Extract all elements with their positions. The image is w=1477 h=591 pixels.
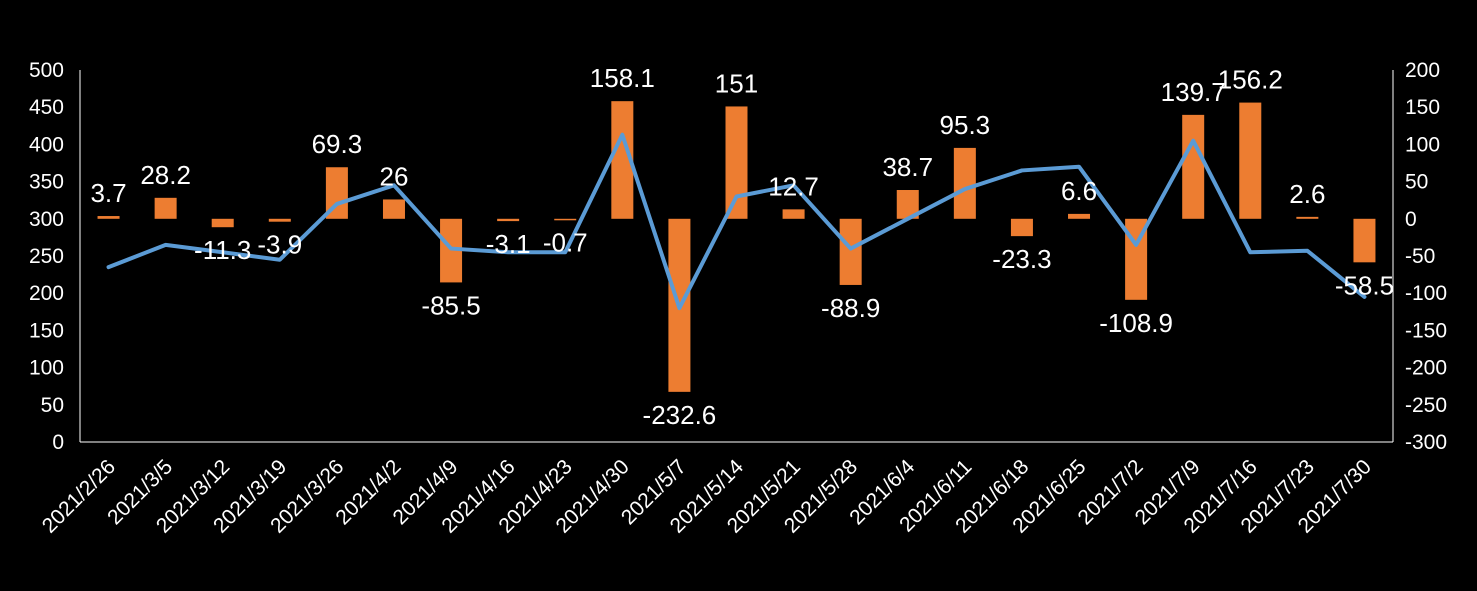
bar [1010,218,1033,237]
left-tick-label: 0 [52,431,64,454]
bar [97,216,120,219]
bar [1296,216,1319,219]
right-tick-label: 50 [1405,171,1428,194]
bar [325,167,348,219]
bar-data-label: 69.3 [312,129,363,159]
line-series [106,132,1367,311]
left-tick-label: 100 [29,357,64,380]
right-tick-label: -250 [1405,394,1447,417]
bar-data-label: -0.7 [543,227,588,257]
left-tick-label: 500 [29,59,64,82]
right-tick-label: -100 [1405,282,1447,305]
data-labels: 3.7 28.2 -11.3 -3.9 69.3 26 -85.5 -3.1 -0.7 158.1… [90,63,1394,430]
bar-data-label: 158.1 [590,63,655,93]
right-tick-label: 150 [1405,96,1440,119]
bar [953,147,976,219]
bar-data-label: -11.3 [194,235,251,265]
right-tick-label: -300 [1405,431,1447,454]
bar-series [97,101,1376,392]
left-tick-label: 400 [29,133,64,156]
bar [554,218,577,221]
bar-data-label: -108.9 [1099,308,1173,338]
right-tick-label: 0 [1405,208,1417,231]
bar-data-label: -23.3 [992,244,1051,274]
bar-data-label: -85.5 [421,290,480,320]
bar [268,218,291,222]
bar-data-label: 151 [715,68,758,98]
bar [896,190,919,219]
bar [839,218,862,285]
bar [497,218,520,222]
bar-data-label: 38.7 [882,152,933,182]
right-tick-label: -200 [1405,357,1447,380]
bar-data-label: 156.2 [1218,65,1283,95]
left-tick-label: 150 [29,319,64,342]
bar-data-label: -88.9 [821,293,880,323]
bar [725,106,748,219]
bar [1239,102,1262,219]
bar-data-label: -3.1 [486,229,531,259]
bar-data-label: 2.6 [1289,179,1325,209]
bar [211,218,234,228]
bar-data-label: -58.5 [1335,270,1394,300]
left-tick-label: 200 [29,282,64,305]
bar [782,209,805,219]
bar-data-label: 12.7 [768,171,819,201]
left-tick-label: 450 [29,96,64,119]
bar-data-label: 139.7 [1161,77,1226,107]
bar [1182,114,1205,219]
bar-data-label: 26 [380,161,409,191]
bar [611,101,634,219]
bar-data-label: 95.3 [940,110,991,140]
left-tick-label: 50 [41,394,64,417]
left-tick-label: 350 [29,171,64,194]
bar-data-label: 28.2 [140,160,191,190]
bar [440,218,463,283]
bar [154,197,177,219]
right-tick-label: 200 [1405,59,1440,82]
x-tick-label: 2021/2/26 [38,455,120,537]
bar [382,199,405,219]
line-path [106,132,1367,311]
bar [1353,218,1376,263]
bar-data-label: -232.6 [643,400,717,430]
bar [1068,213,1091,219]
right-tick-label: -50 [1405,245,1435,268]
right-tick-label: -150 [1405,319,1447,342]
right-tick-label: 100 [1405,133,1440,156]
bar-data-label: 3.7 [90,178,126,208]
bar-data-label: -3.9 [257,230,302,260]
bar-data-label: 6.6 [1061,176,1097,206]
left-tick-label: 250 [29,245,64,268]
left-tick-label: 300 [29,208,64,231]
